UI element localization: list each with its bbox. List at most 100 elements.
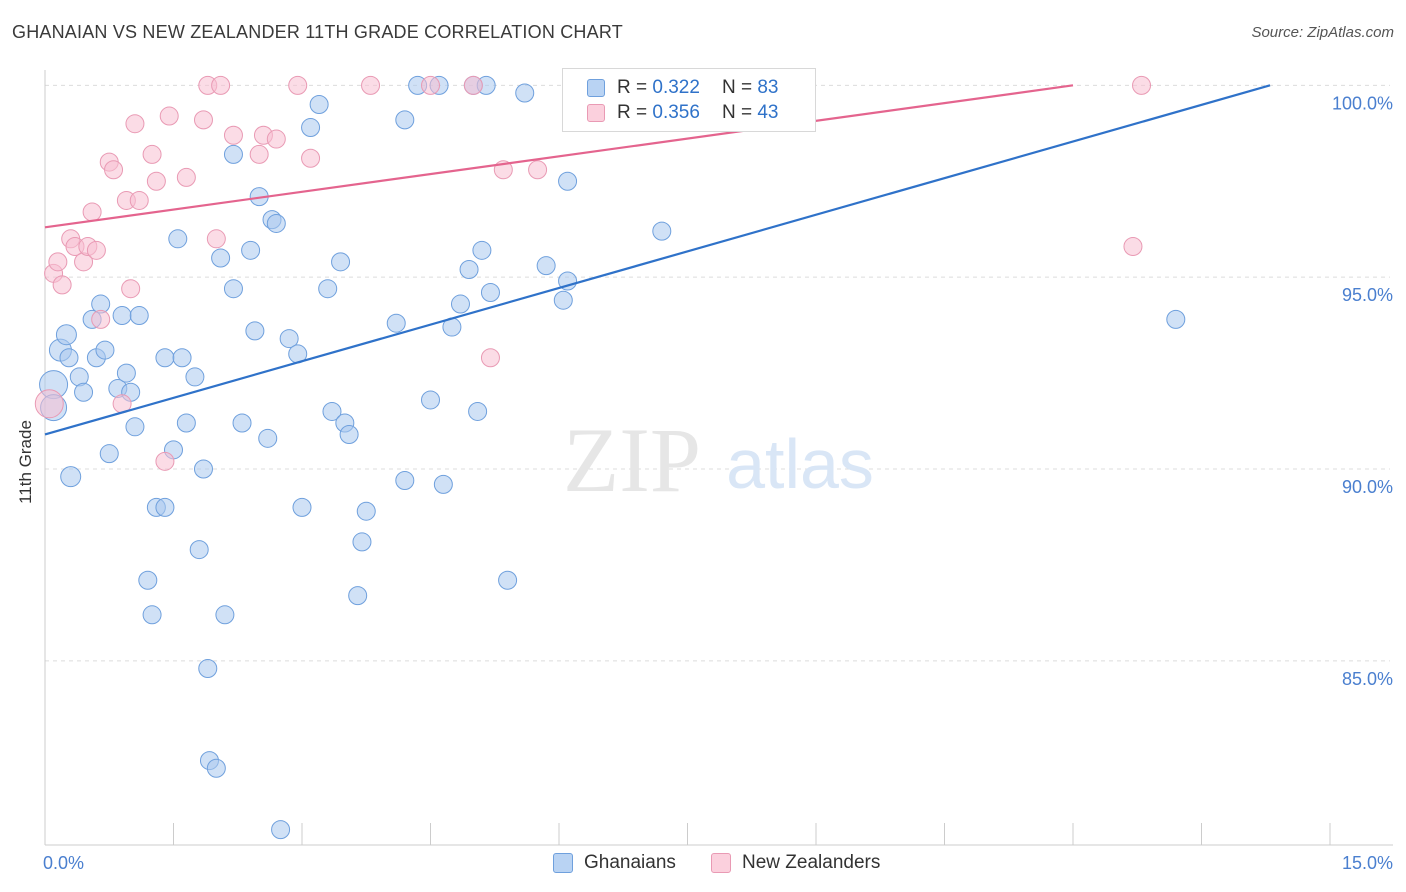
ghanaian-point	[232, 413, 252, 433]
new-zealander-point	[211, 75, 231, 95]
new-zealander-point	[301, 148, 321, 168]
ghanaian-point	[459, 260, 479, 280]
new-zealander-point	[48, 252, 68, 272]
tick-labels: 85.0% 90.0% 95.0% 100.0% 0.0% 15.0%	[43, 93, 1393, 873]
ghanaian-point	[652, 221, 672, 241]
ghanaian-point	[125, 417, 145, 437]
new-zealander-point	[121, 279, 141, 299]
ghanaians-trend-line	[44, 84, 1271, 436]
ghanaian-point	[450, 294, 470, 314]
ghanaian-point	[258, 428, 278, 448]
new-zealander-point	[223, 125, 243, 145]
grid-lines	[45, 84, 1390, 662]
ghanaian-point	[198, 659, 218, 679]
ghanaian-point	[322, 401, 342, 421]
ghanaian-point	[223, 144, 243, 164]
ghanaian-point	[318, 279, 338, 299]
new-zealander-point	[129, 190, 149, 210]
ghanaian-point	[189, 540, 209, 560]
ghanaian-point	[185, 367, 205, 387]
legend-item-ghanaians[interactable]: Ghanaians	[553, 852, 676, 874]
ghanaian-point	[74, 382, 94, 402]
ghanaian-point	[395, 471, 415, 491]
new-zealander-point	[34, 389, 64, 419]
ghanaian-point	[536, 256, 556, 276]
ghanaian-point	[59, 348, 79, 368]
new-zealander-point	[159, 106, 179, 126]
ghanaian-point	[138, 570, 158, 590]
new-zealander-point	[1132, 75, 1152, 95]
new-zealander-point	[142, 144, 162, 164]
new-zealander-point	[361, 75, 381, 95]
ghanaian-point	[223, 279, 243, 299]
new-zealander-point	[91, 309, 111, 329]
new-zealander-point	[480, 348, 500, 368]
axes	[44, 70, 1393, 846]
new-zealander-point	[176, 167, 196, 187]
y-tick-label: 90.0%	[1342, 477, 1393, 497]
new-zealander-point	[206, 229, 226, 249]
legend-row-ghanaians: R = 0.322 N = 83	[587, 76, 778, 100]
new-zealander-point	[463, 75, 483, 95]
ghanaian-point	[421, 390, 440, 410]
new-zealander-point	[146, 171, 166, 191]
ghanaian-point	[206, 758, 226, 778]
stats-legend: R = 0.322 N = 83 R = 0.356 N = 43	[562, 68, 816, 132]
ghanaian-point	[271, 820, 291, 840]
legend-item-new-zealanders[interactable]: New Zealanders	[711, 852, 880, 874]
ghanaian-point	[301, 118, 321, 138]
ghanaian-point	[348, 586, 368, 606]
ghanaian-point	[553, 290, 573, 310]
ghanaian-point	[292, 497, 312, 517]
ghanaian-point	[1166, 309, 1186, 329]
ghanaian-point	[116, 363, 136, 383]
legend-r-value: 0.322	[652, 77, 700, 98]
legend-n-label: N =	[721, 102, 753, 123]
legend-swatch-ghanaians	[553, 853, 573, 873]
legend-label-new-zealanders: New Zealanders	[742, 852, 881, 873]
source-label: Source: ZipAtlas.com	[1251, 24, 1394, 41]
legend-swatch-blue	[587, 79, 605, 97]
trend-lines	[44, 84, 1271, 436]
new-zealander-point	[86, 240, 106, 260]
watermark-zip: ZIP	[563, 409, 701, 511]
new-zealander-point	[528, 160, 548, 180]
ghanaian-point	[55, 324, 77, 346]
new-zealander-point	[104, 160, 124, 180]
ghanaian-point	[155, 497, 175, 517]
new-zealander-point	[193, 110, 213, 130]
legend-r-label: R =	[617, 102, 648, 123]
ghanaian-point	[142, 605, 162, 625]
new-zealander-point	[82, 202, 102, 222]
legend-r-value: 0.356	[652, 102, 700, 123]
ghanaian-point	[352, 532, 372, 552]
new-zealander-point	[249, 144, 269, 164]
x-tick-label: 0.0%	[43, 853, 84, 873]
ghanaian-point	[211, 248, 231, 268]
ghanaian-point	[498, 570, 518, 590]
new-zealander-point	[52, 275, 72, 295]
ghanaian-point	[386, 313, 406, 333]
ghanaian-point	[356, 501, 376, 521]
legend-row-new-zealanders: R = 0.356 N = 43	[587, 101, 778, 125]
ghanaian-point	[339, 424, 359, 444]
ghanaian-point	[309, 95, 329, 115]
ghanaian-point	[468, 401, 488, 421]
watermark: ZIP atlas	[563, 409, 874, 511]
ghanaian-point	[215, 605, 235, 625]
ghanaian-point	[168, 229, 188, 249]
series-ghanaians-points	[39, 75, 1186, 840]
legend-label-ghanaians: Ghanaians	[584, 852, 676, 873]
ghanaian-point	[480, 283, 500, 303]
ghanaian-point	[172, 348, 192, 368]
ghanaian-point	[241, 240, 261, 260]
legend-n-value: 83	[757, 77, 779, 98]
ghanaian-point	[176, 413, 196, 433]
ghanaian-point	[433, 474, 453, 494]
legend-r-label: R =	[617, 77, 648, 98]
legend-swatch-pink	[587, 104, 605, 122]
legend-swatch-new-zealanders	[711, 853, 731, 873]
ghanaian-point	[95, 340, 115, 360]
y-tick-label: 85.0%	[1342, 669, 1393, 689]
new-zealander-point	[125, 114, 145, 134]
